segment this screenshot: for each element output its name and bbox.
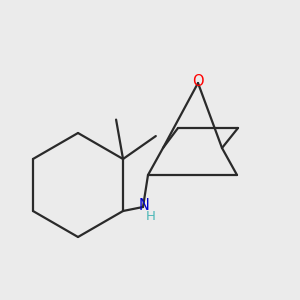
Text: N: N bbox=[139, 199, 149, 214]
Text: H: H bbox=[146, 209, 156, 223]
Text: O: O bbox=[192, 74, 204, 89]
